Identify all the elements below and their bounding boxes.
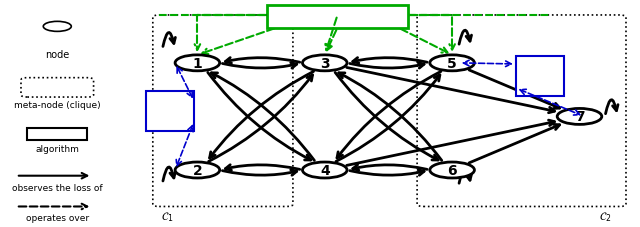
Text: Meta-Algorithm: Meta-Algorithm (282, 6, 394, 19)
Circle shape (430, 56, 474, 72)
Text: 3: 3 (320, 57, 330, 71)
Text: meta-node (clique): meta-node (clique) (14, 101, 100, 110)
Circle shape (175, 162, 220, 178)
Circle shape (175, 56, 220, 72)
Circle shape (303, 56, 347, 72)
Text: Hedge: Hedge (525, 82, 555, 91)
FancyBboxPatch shape (21, 78, 93, 98)
Text: 6: 6 (447, 163, 457, 177)
Text: 4: 4 (320, 163, 330, 177)
Text: $\mathcal{A}_1$: $\mathcal{A}_1$ (161, 98, 179, 114)
Text: $\mathcal{A}_2$: $\mathcal{A}_2$ (531, 63, 548, 79)
Circle shape (430, 162, 474, 178)
Text: 1: 1 (193, 57, 202, 71)
FancyBboxPatch shape (153, 16, 293, 207)
Text: Hedge: Hedge (156, 117, 186, 126)
Circle shape (303, 162, 347, 178)
Text: $\mathcal{C}_2$: $\mathcal{C}_2$ (598, 209, 611, 223)
Text: 7: 7 (575, 110, 584, 124)
Text: operates over: operates over (26, 213, 89, 222)
FancyBboxPatch shape (417, 16, 626, 207)
Circle shape (557, 109, 602, 125)
Text: algorithm: algorithm (35, 144, 79, 153)
FancyBboxPatch shape (268, 6, 408, 28)
Text: node: node (45, 50, 69, 60)
Text: observes the loss of: observes the loss of (12, 183, 102, 192)
FancyBboxPatch shape (516, 57, 564, 96)
Text: 5: 5 (447, 57, 457, 71)
Text: 2: 2 (193, 163, 202, 177)
FancyBboxPatch shape (147, 92, 194, 132)
FancyBboxPatch shape (28, 128, 87, 141)
Text: $\mathcal{C}_1$: $\mathcal{C}_1$ (161, 209, 174, 223)
